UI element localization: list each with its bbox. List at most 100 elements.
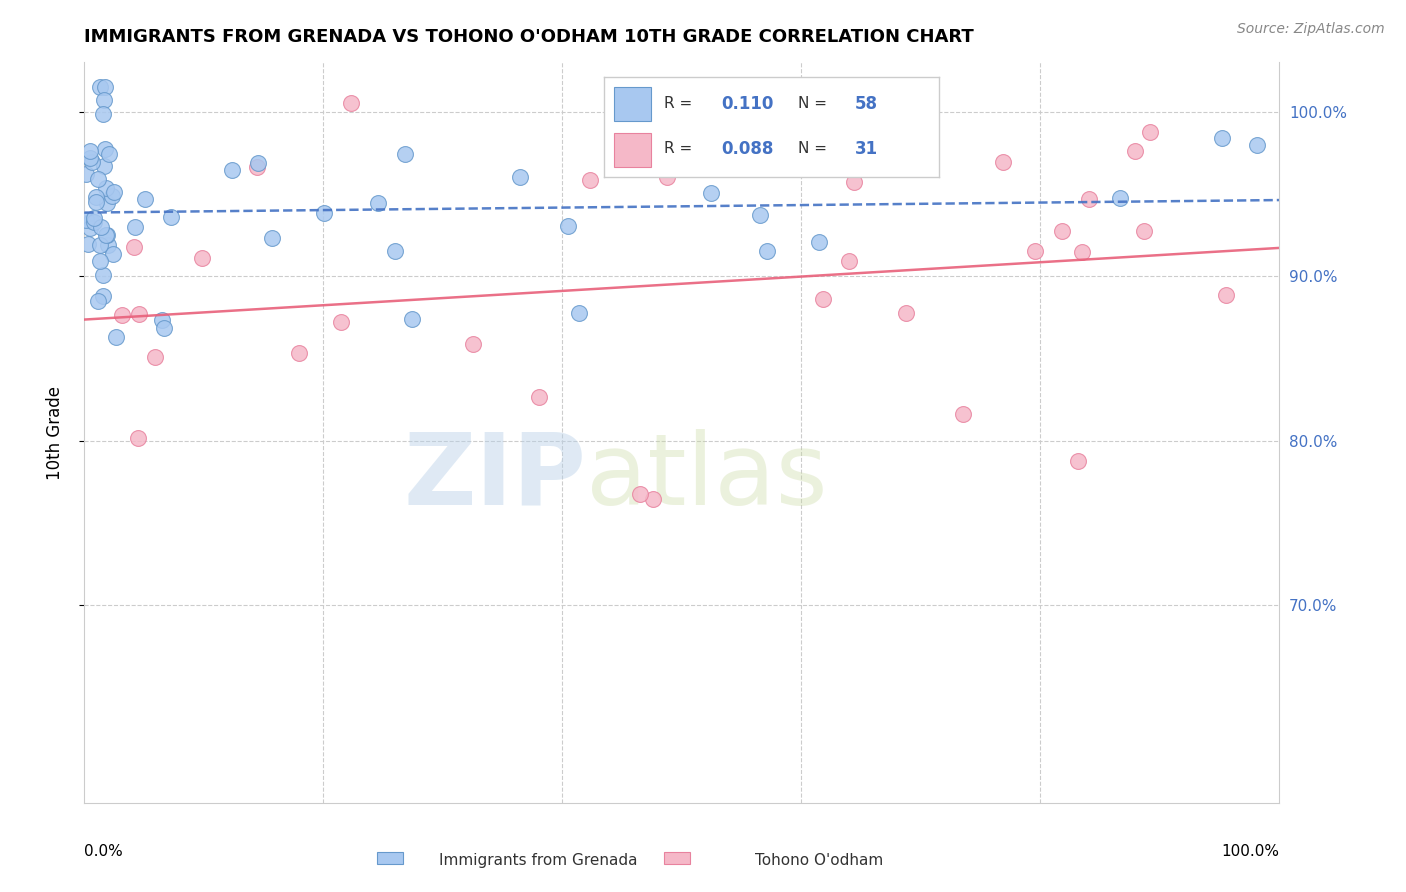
Point [93,93,115,107]
Point [991,154,1014,169]
Point [104,330,127,344]
Point [288,346,311,360]
Point [101,189,124,203]
Point [94,80,117,95]
Point [641,492,664,507]
Point [568,305,591,319]
Bar [664,852,690,863]
Point [91,289,114,303]
Point [80,214,103,228]
Point [401,312,423,326]
Point [952,408,974,422]
Point [75,212,97,227]
Text: Immigrants from Grenada: Immigrants from Grenada [439,853,638,868]
Point [628,486,651,500]
Point [83,215,105,229]
Point [87,172,110,186]
Text: Source: ZipAtlas.com: Source: ZipAtlas.com [1237,22,1385,37]
Point [101,247,124,261]
Point [124,219,146,234]
Point [312,205,335,219]
Point [94,143,117,157]
Point [394,147,416,161]
Point [748,208,770,222]
Point [221,163,243,178]
Point [838,253,860,268]
Point [87,294,110,309]
Point [700,186,723,200]
Point [79,144,101,158]
Point [79,221,101,235]
Point [894,306,917,320]
Point [103,185,125,199]
Point [77,236,100,251]
Point [657,170,679,185]
Point [262,231,284,245]
Point [83,211,105,225]
Point [96,195,118,210]
Point [579,173,602,187]
Point [842,175,865,189]
Point [339,95,361,110]
Point [91,268,114,282]
Point [1071,245,1094,260]
Point [86,195,108,210]
Point [134,193,156,207]
Point [111,308,134,322]
Point [150,313,173,327]
Point [97,238,120,252]
Point [122,240,145,254]
Point [93,159,115,173]
Point [191,251,214,265]
Point [128,307,150,321]
Point [94,181,117,195]
Point [246,160,269,174]
Point [1077,192,1099,206]
Point [84,189,107,203]
Point [89,253,111,268]
Y-axis label: 10th Grade: 10th Grade [45,385,63,480]
Point [463,336,485,351]
Point [89,80,111,95]
Point [329,315,352,329]
Point [96,228,118,243]
Point [1139,125,1161,139]
Text: ZIP: ZIP [404,428,586,525]
Point [1215,288,1237,302]
Point [89,238,111,252]
Point [90,219,112,234]
Point [160,210,183,224]
Point [75,167,97,181]
Point [80,155,103,169]
Point [96,228,118,243]
Point [1052,224,1074,238]
Point [152,321,174,335]
Point [1067,454,1090,468]
Point [1024,244,1046,259]
Point [557,219,579,233]
Text: atlas: atlas [586,428,828,525]
Point [527,390,550,404]
Point [1109,191,1132,205]
Point [367,195,389,210]
Point [1133,224,1156,238]
Text: 0.0%: 0.0% [84,844,124,858]
Point [755,244,778,259]
Text: 100.0%: 100.0% [1222,844,1279,858]
Point [1246,138,1268,153]
Point [808,235,831,249]
Point [97,147,120,161]
Point [811,292,834,306]
Point [509,170,531,185]
Point [384,244,406,258]
Bar [377,852,404,863]
Point [1211,131,1233,145]
Point [143,350,166,364]
Point [79,151,101,165]
Point [246,156,269,170]
Point [91,107,114,121]
Text: IMMIGRANTS FROM GRENADA VS TOHONO O'ODHAM 10TH GRADE CORRELATION CHART: IMMIGRANTS FROM GRENADA VS TOHONO O'ODHA… [84,28,974,45]
Text: Tohono O'odham: Tohono O'odham [755,853,883,868]
Point [1123,145,1146,159]
Point [127,431,149,445]
